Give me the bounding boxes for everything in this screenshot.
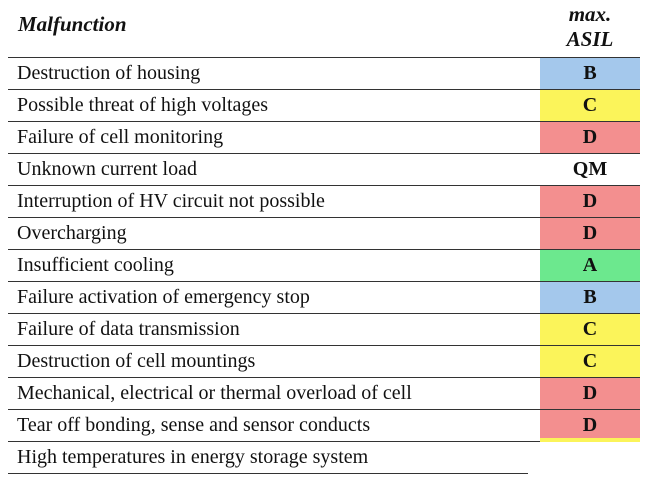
- malfunction-label: Destruction of cell mountings: [17, 350, 256, 372]
- asil-rating-cell: C: [540, 314, 640, 345]
- asil-rating-cell: C: [540, 346, 640, 377]
- malfunction-label: Failure of data transmission: [17, 318, 240, 340]
- malfunction-label: Tear off bonding, sense and sensor condu…: [17, 414, 371, 436]
- table-row: Unknown current load QM: [8, 154, 640, 186]
- malfunction-label: Insufficient cooling: [17, 254, 174, 276]
- malfunction-label: Unknown current load: [17, 158, 197, 180]
- asil-rating-cell: C: [540, 90, 640, 121]
- malfunction-header: Malfunction: [18, 12, 127, 36]
- asil-rating-cell: B: [540, 58, 640, 89]
- table-row: Possible threat of high voltages C: [8, 90, 640, 122]
- table-row: Destruction of housing B: [8, 58, 640, 90]
- asil-rating-cell: QM: [540, 154, 640, 185]
- malfunction-label: Mechanical, electrical or thermal overlo…: [17, 382, 412, 404]
- asil-rating-cell: A: [540, 250, 640, 281]
- table-row: Insufficient cooling A: [8, 250, 640, 282]
- malfunction-label: Failure of cell monitoring: [17, 126, 224, 148]
- table-row: Destruction of cell mountings C: [8, 346, 640, 378]
- table-header: Malfunction max. ASIL: [0, 0, 654, 56]
- malfunction-label: Destruction of housing: [17, 62, 201, 84]
- asil-color-strip: [540, 438, 640, 442]
- table-row: High temperatures in energy storage syst…: [8, 442, 528, 474]
- max-asil-header: max. ASIL: [540, 2, 640, 52]
- malfunction-label: Possible threat of high voltages: [17, 94, 269, 116]
- max-asil-header-line2: ASIL: [566, 27, 614, 51]
- asil-rating-cell: D: [540, 410, 640, 441]
- malfunction-label: High temperatures in energy storage syst…: [17, 446, 369, 468]
- malfunction-label: Failure activation of emergency stop: [17, 286, 310, 308]
- malfunction-label: Overcharging: [17, 222, 127, 244]
- table-row: Failure activation of emergency stop B: [8, 282, 640, 314]
- table-row: Failure of data transmission C: [8, 314, 640, 346]
- table-row: Interruption of HV circuit not possible D: [8, 186, 640, 218]
- malfunction-table: Destruction of housing B Possible threat o…: [8, 57, 640, 474]
- asil-rating-cell: D: [540, 122, 640, 153]
- asil-rating-cell: D: [540, 218, 640, 249]
- table-row: Failure of cell monitoring D: [8, 122, 640, 154]
- malfunction-label: Interruption of HV circuit not possible: [17, 190, 325, 212]
- table-row: Mechanical, electrical or thermal overlo…: [8, 378, 640, 410]
- table-row: Tear off bonding, sense and sensor condu…: [8, 410, 640, 442]
- asil-rating-cell: D: [540, 378, 640, 409]
- table-row: Overcharging D: [8, 218, 640, 250]
- asil-rating-cell: B: [540, 282, 640, 313]
- asil-rating-cell: D: [540, 186, 640, 217]
- max-asil-header-line1: max.: [568, 2, 612, 26]
